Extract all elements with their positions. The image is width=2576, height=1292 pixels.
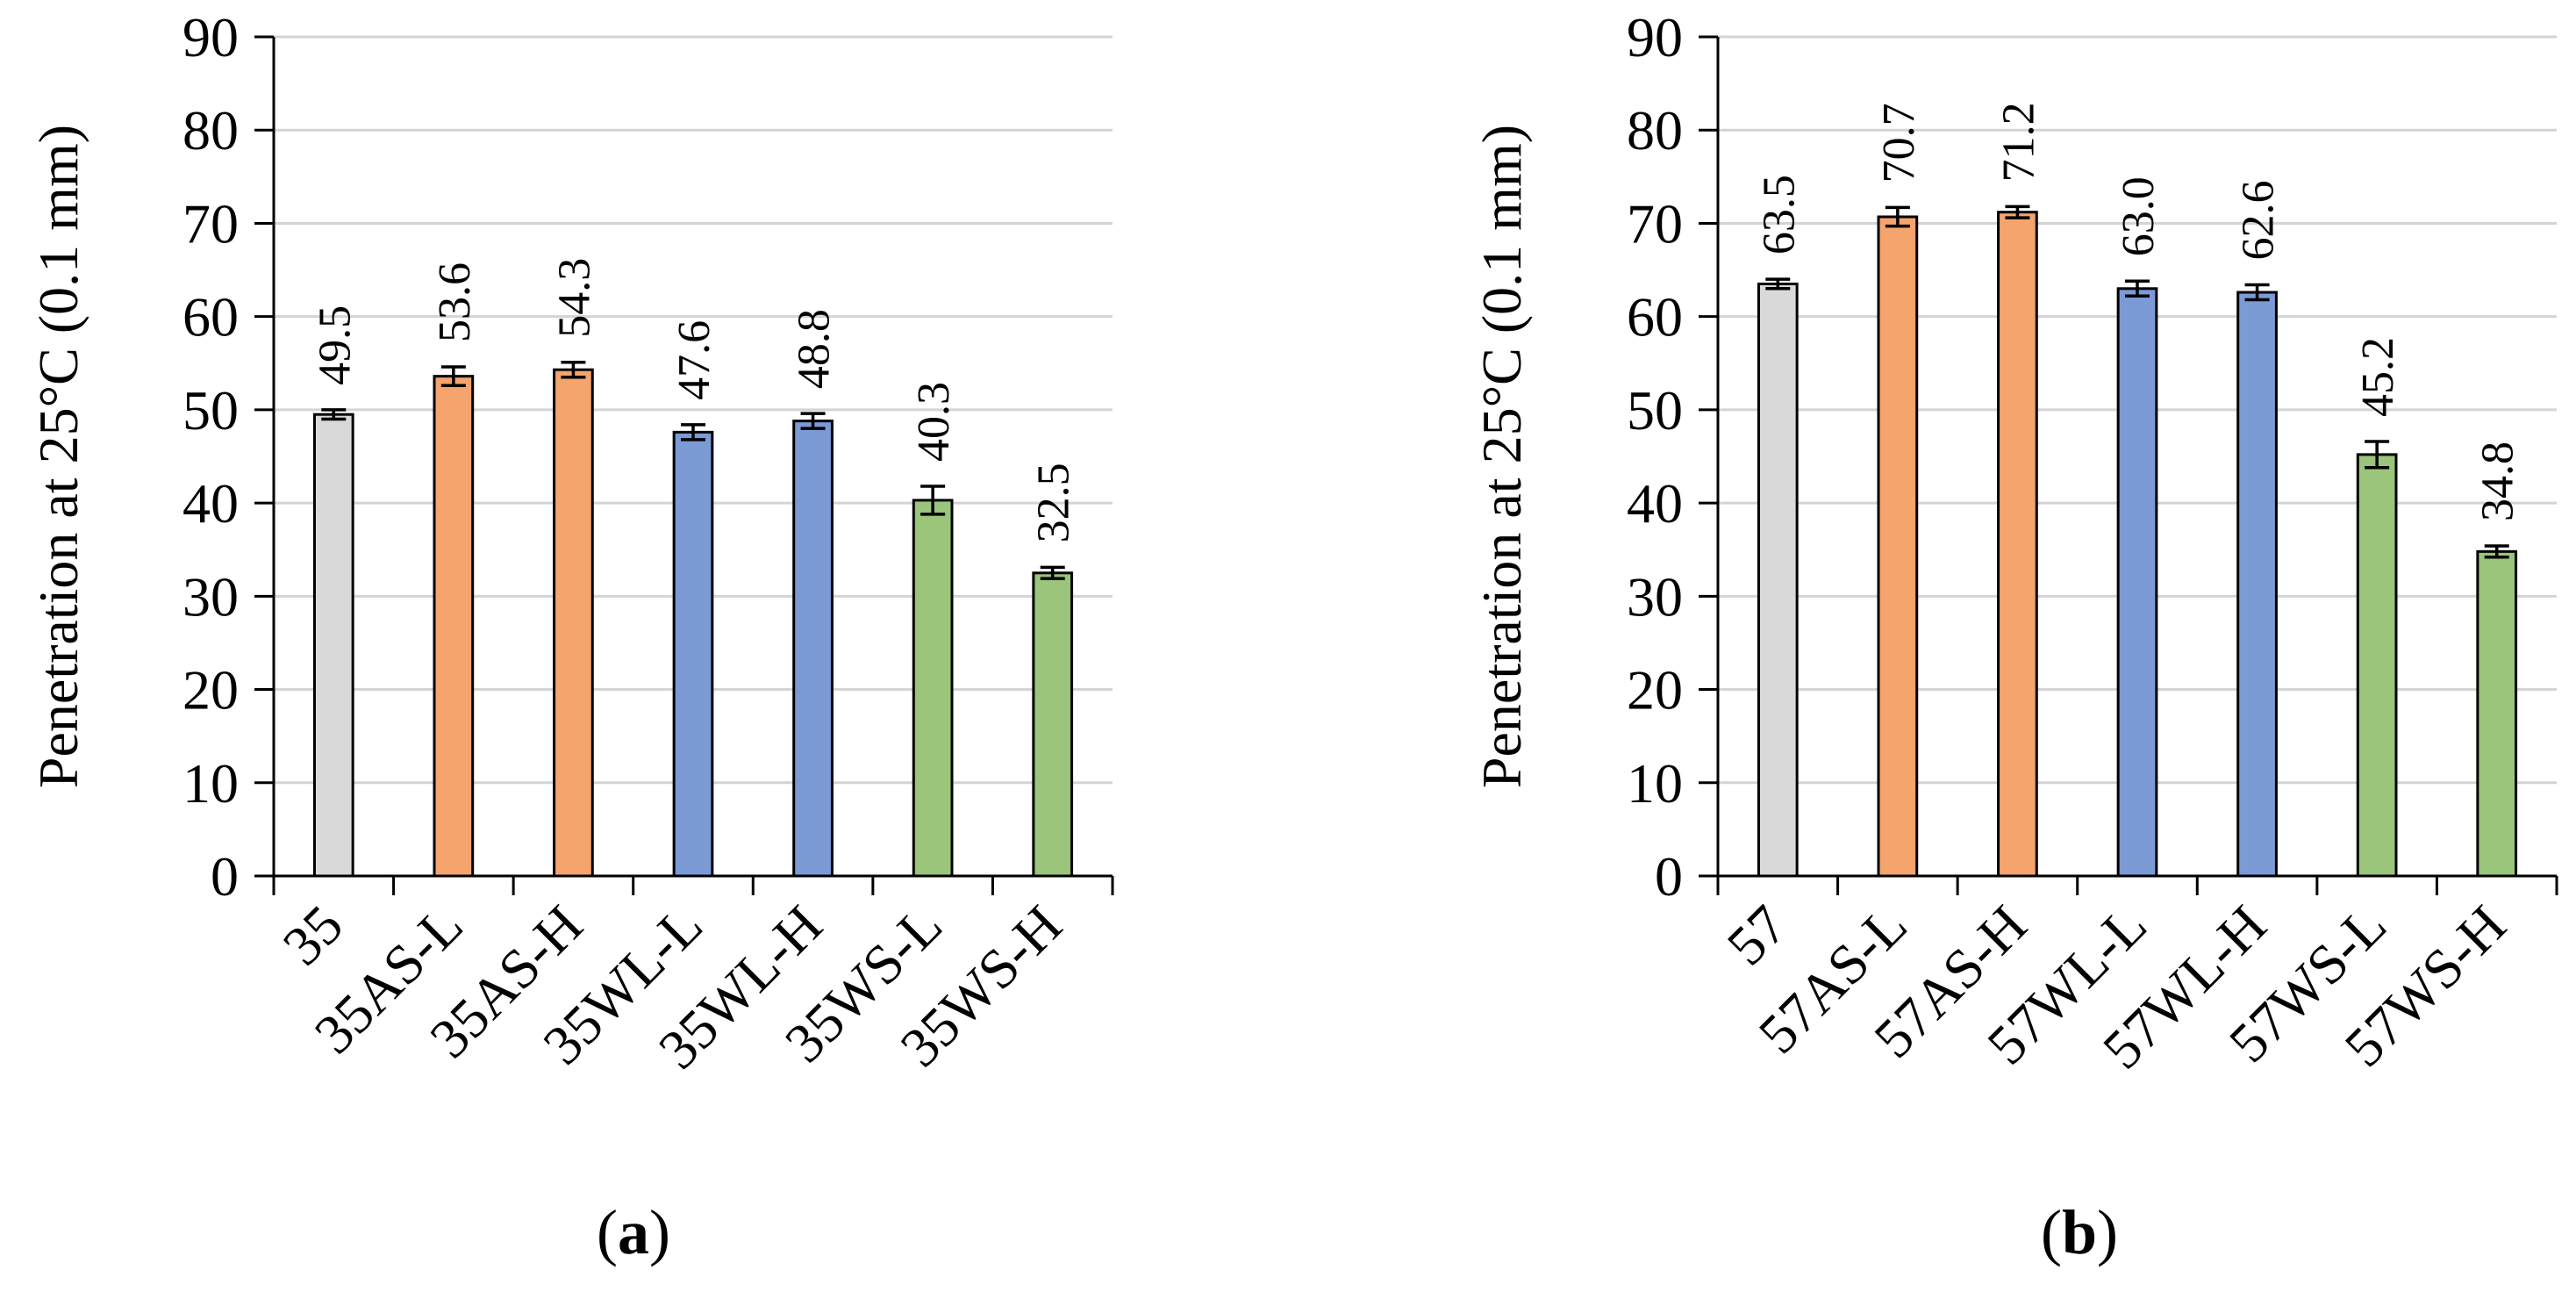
y-tick-label: 10 [182, 752, 239, 815]
chart-panel-a: 49.5 53.6 54.3 47.6 48.8 40.3 32.5 0 10 20 30 40 50 6… [27, 6, 1114, 1267]
y-tick-label: 70 [182, 192, 239, 255]
data-label: 34.8 [2473, 441, 2523, 521]
panel-label: (a) [597, 1197, 670, 1267]
data-label: 62.6 [2234, 181, 2284, 261]
y-tick-label: 80 [182, 99, 239, 162]
y-tick-label: 90 [182, 6, 239, 68]
bar-35WL-H [792, 420, 834, 878]
bar-35AS-H [553, 368, 594, 878]
bar-35AS-L [433, 375, 475, 878]
data-label: 63.0 [2114, 176, 2164, 256]
bar-57AS-L [1877, 215, 1919, 878]
data-label: 45.2 [2353, 337, 2403, 417]
y-tick-label: 30 [182, 565, 239, 628]
data-label: 70.7 [1874, 103, 1924, 183]
y-tick-label: 40 [1627, 472, 1683, 535]
y-tick-label: 60 [1627, 286, 1683, 348]
bar-35WS-L [912, 499, 954, 878]
bar-57WL-L [2116, 287, 2158, 878]
y-axis-title: Penetration at 25°C (0.1 mm) [27, 125, 89, 788]
x-tick-label: 35 [271, 894, 354, 977]
y-tick-label: 70 [1627, 192, 1683, 255]
y-tick-label: 10 [1627, 752, 1683, 815]
y-tick-label: 60 [182, 286, 239, 348]
bar-57 [1757, 282, 1799, 878]
bar-57WS-L [2356, 453, 2398, 878]
data-label: 54.3 [549, 258, 599, 338]
bar-35 [312, 413, 354, 878]
y-tick-label: 0 [1655, 845, 1683, 908]
data-label: 48.8 [790, 309, 840, 389]
y-tick-label: 90 [1627, 6, 1683, 68]
y-tick-label: 50 [1627, 379, 1683, 441]
bar-35WS-H [1032, 571, 1074, 878]
y-tick-label: 30 [1627, 565, 1683, 628]
bar-57WS-H [2476, 549, 2518, 878]
y-tick-label: 20 [182, 659, 239, 721]
y-tick-label: 0 [211, 845, 239, 908]
y-axis-title: Penetration at 25°C (0.1 mm) [1470, 125, 1533, 788]
data-label: 63.5 [1754, 175, 1804, 255]
data-label: 40.3 [909, 382, 959, 462]
data-label: 47.6 [669, 320, 719, 400]
data-label: 53.6 [430, 262, 480, 342]
y-tick-label: 20 [1627, 659, 1683, 721]
y-tick-label: 50 [182, 379, 239, 441]
y-tick-label: 40 [182, 472, 239, 535]
bar-35WL-L [672, 430, 714, 878]
chart-panel-b: 63.5 70.7 71.2 63.0 62.6 45.2 34.8 0 10 20 30 40 50 6… [1470, 6, 2558, 1267]
data-label: 49.5 [310, 305, 360, 385]
data-label: 71.2 [1993, 102, 2043, 182]
bar-57AS-H [1997, 211, 2038, 878]
bar-57WL-H [2236, 291, 2278, 878]
x-tick-label: 57 [1715, 894, 1799, 977]
data-label: 32.5 [1029, 463, 1079, 542]
y-tick-label: 80 [1627, 99, 1683, 162]
panel-label: (b) [2041, 1197, 2118, 1267]
